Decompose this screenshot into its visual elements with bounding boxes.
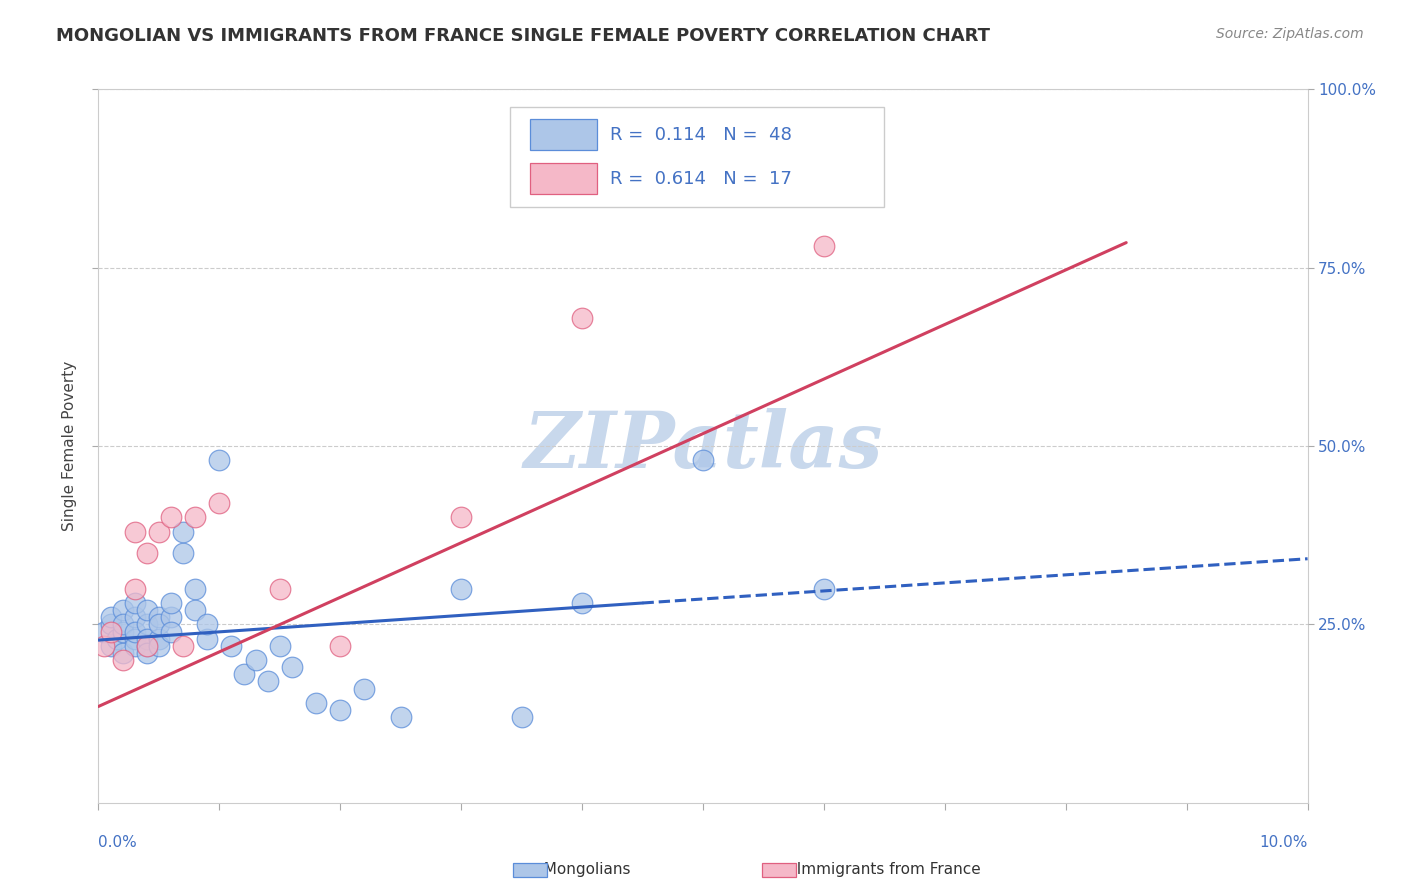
Point (450, 510, 472, 524)
Point (510, 710, 533, 724)
Point (135, 646, 157, 660)
Point (813, 239, 835, 253)
Point (172, 524, 194, 539)
Point (100, 617, 122, 632)
Bar (530, 119, 596, 150)
Point (148, 632, 170, 646)
Point (124, 596, 146, 610)
Point (135, 617, 157, 632)
Point (692, 453, 714, 467)
Point (111, 617, 134, 632)
Point (269, 639, 291, 653)
Point (100, 639, 122, 653)
Text: R =  0.614   N =  17: R = 0.614 N = 17 (610, 170, 792, 188)
Point (269, 582, 291, 596)
Point (93, 624, 115, 639)
Text: 0.0%: 0.0% (98, 835, 138, 850)
Bar (530, 163, 596, 194)
Point (135, 546, 157, 560)
Point (93, 639, 115, 653)
Point (124, 632, 146, 646)
Text: Mongolians: Mongolians (534, 863, 631, 877)
Point (148, 524, 170, 539)
Point (148, 610, 170, 624)
Point (160, 596, 183, 610)
Point (100, 610, 122, 624)
Text: Source: ZipAtlas.com: Source: ZipAtlas.com (1216, 27, 1364, 41)
Text: 10.0%: 10.0% (1260, 835, 1308, 850)
Point (195, 632, 218, 646)
Point (135, 632, 157, 646)
Point (353, 681, 375, 696)
Point (135, 639, 157, 653)
Point (450, 582, 472, 596)
Point (172, 546, 194, 560)
Point (208, 496, 231, 510)
FancyBboxPatch shape (509, 107, 884, 207)
Point (160, 610, 183, 624)
Point (232, 667, 254, 681)
Point (329, 639, 352, 653)
Point (184, 603, 207, 617)
Point (148, 639, 170, 653)
Point (111, 653, 134, 667)
Point (124, 639, 146, 653)
Point (111, 624, 134, 639)
Point (195, 617, 218, 632)
Point (124, 610, 146, 624)
Point (124, 624, 146, 639)
Point (256, 674, 278, 689)
Point (813, 582, 835, 596)
Point (148, 617, 170, 632)
Text: ZIPatlas: ZIPatlas (523, 408, 883, 484)
Text: R =  0.114   N =  48: R = 0.114 N = 48 (610, 126, 792, 144)
Text: MONGOLIAN VS IMMIGRANTS FROM FRANCE SINGLE FEMALE POVERTY CORRELATION CHART: MONGOLIAN VS IMMIGRANTS FROM FRANCE SING… (56, 27, 990, 45)
Point (571, 310, 593, 325)
Point (571, 596, 593, 610)
Point (100, 624, 122, 639)
Point (184, 582, 207, 596)
Point (124, 524, 146, 539)
Point (160, 624, 183, 639)
Point (111, 646, 134, 660)
Y-axis label: Single Female Poverty: Single Female Poverty (62, 361, 77, 531)
Point (135, 639, 157, 653)
Point (221, 639, 243, 653)
Point (305, 696, 328, 710)
Point (245, 653, 267, 667)
Point (281, 660, 304, 674)
Point (135, 603, 157, 617)
Point (184, 510, 207, 524)
Point (105, 632, 128, 646)
Point (111, 603, 134, 617)
Point (160, 510, 183, 524)
Point (389, 710, 412, 724)
Point (124, 582, 146, 596)
Point (172, 639, 194, 653)
Text: Immigrants from France: Immigrants from France (787, 863, 981, 877)
Point (208, 453, 231, 467)
Point (329, 703, 352, 717)
